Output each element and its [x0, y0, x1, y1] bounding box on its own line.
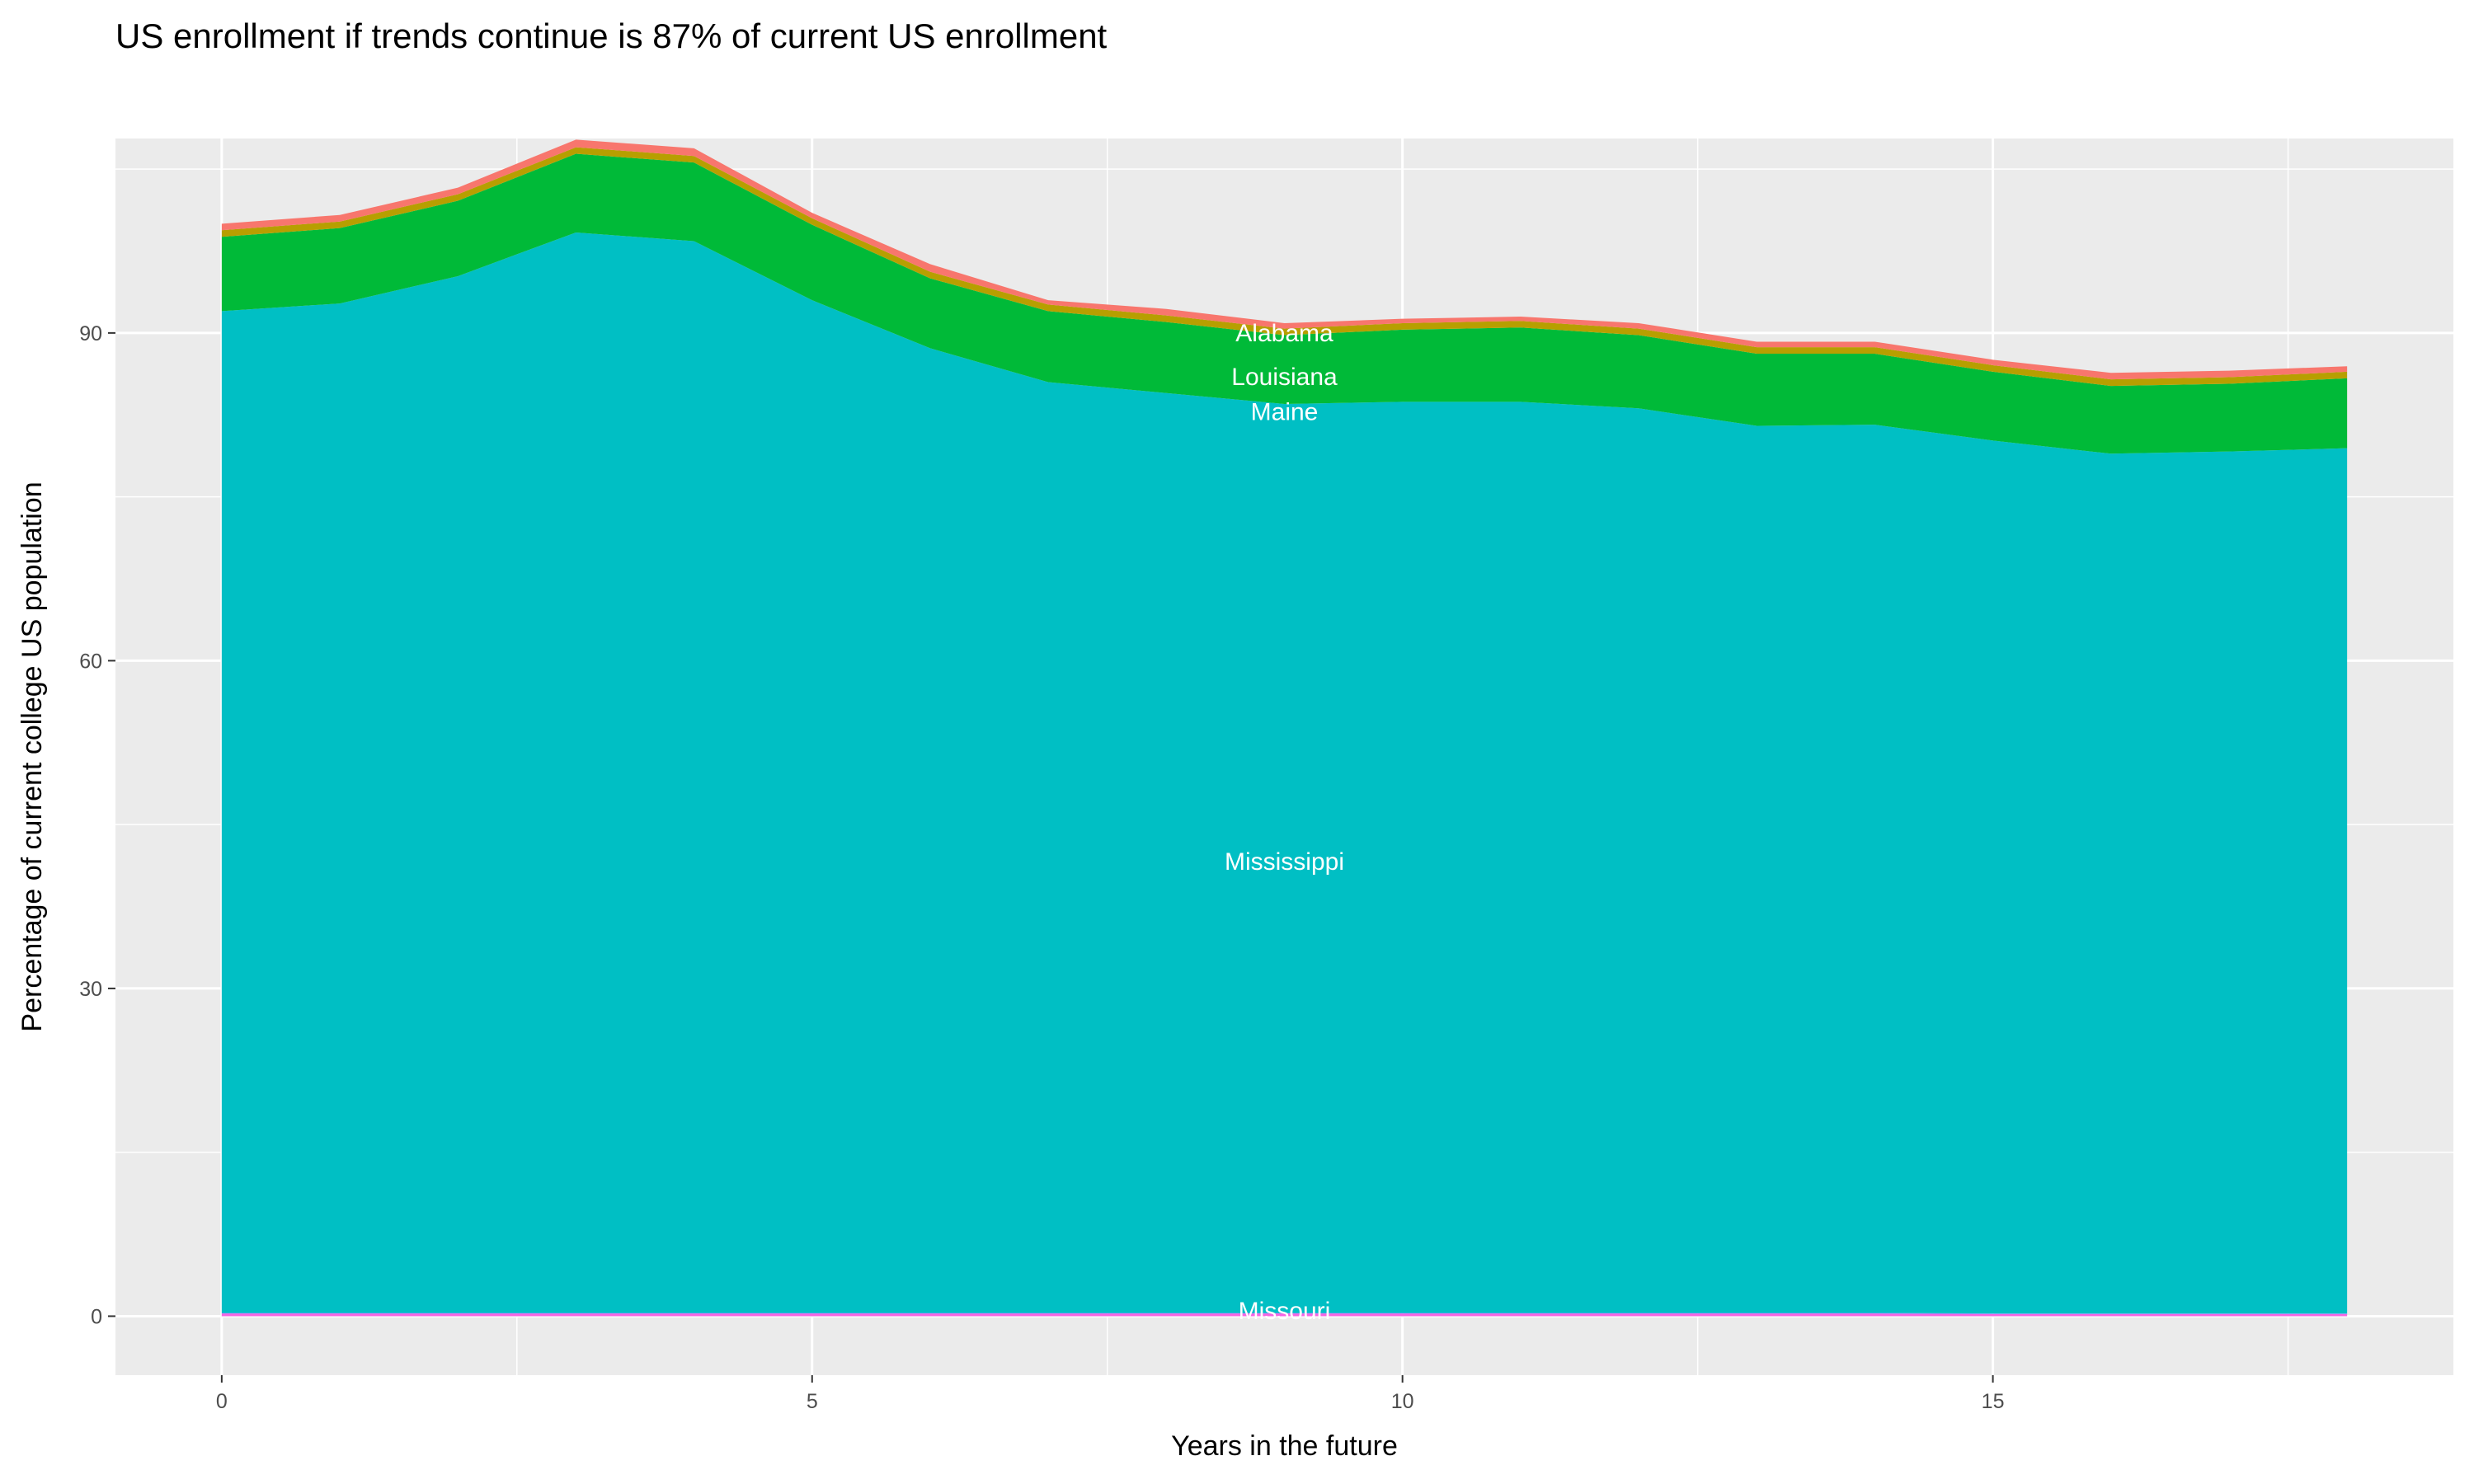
- series-label-missouri: Missouri: [1239, 1298, 1331, 1325]
- area-layers: [221, 139, 2348, 1317]
- x-tick-label: 15: [1982, 1390, 2005, 1413]
- series-label-maine: Maine: [1251, 398, 1319, 425]
- axes: 0 5 10 15 0 30 60 90: [79, 322, 2004, 1413]
- x-axis-title: Years in the future: [1171, 1430, 1398, 1462]
- y-tick-label: 60: [79, 650, 102, 673]
- y-tick-label: 0: [91, 1305, 102, 1328]
- y-tick-label: 30: [79, 978, 102, 1001]
- series-label-alabama: Alabama: [1235, 320, 1333, 347]
- area-mississippi: [221, 232, 2348, 1314]
- y-axis-title: Percentage of current college US populat…: [16, 481, 48, 1031]
- x-tick-label: 10: [1391, 1390, 1414, 1413]
- series-label-mississippi: Mississippi: [1225, 848, 1344, 876]
- series-labels: Alabama Louisiana Maine Mississippi Missouri: [1225, 320, 1344, 1325]
- series-label-louisiana: Louisiana: [1231, 364, 1338, 391]
- area-maine: [221, 153, 2348, 454]
- chart-title: US enrollment if trends continue is 87% …: [115, 16, 1108, 55]
- x-tick-label: 0: [216, 1390, 228, 1413]
- x-tick-label: 5: [807, 1390, 818, 1413]
- y-tick-label: 90: [79, 322, 102, 345]
- area-unnamed: [221, 1313, 2348, 1317]
